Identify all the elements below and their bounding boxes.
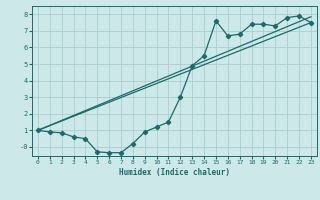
X-axis label: Humidex (Indice chaleur): Humidex (Indice chaleur) [119, 168, 230, 177]
